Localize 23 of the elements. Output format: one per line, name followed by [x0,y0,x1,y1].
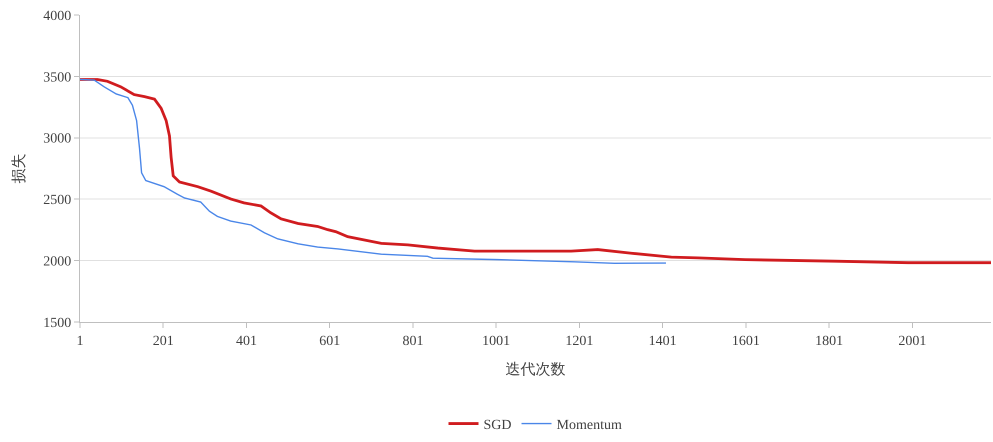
y-tick-label: 3000 [43,132,72,147]
y-tick-label: 3500 [43,70,72,86]
x-tick-label: 1801 [815,334,844,349]
line-series [80,78,991,264]
x-tick-label: 1 [76,334,84,349]
line-series [80,78,667,264]
y-tick-label: 4000 [43,8,72,24]
legend-label: Momentum [556,418,622,434]
y-tick-label: 2000 [43,254,72,270]
legend-label: SGD [484,418,512,434]
x-tick-label: 601 [319,334,340,349]
x-tick-label: 401 [236,334,257,349]
x-tick-label: 1201 [565,334,594,349]
x-tick-label: 1601 [732,334,760,349]
y-tick-label: 1500 [43,316,72,331]
x-tick-label: 801 [402,334,424,349]
y-tick-label: 2500 [43,193,72,208]
x-tick-label: 201 [152,334,174,349]
x-axis-title: 迭代次数 [506,360,566,378]
x-tick-label: 1401 [648,334,677,349]
y-axis-title: 损失 [10,154,28,184]
x-tick-label: 1001 [482,334,510,349]
x-tick-label: 2001 [898,334,926,349]
